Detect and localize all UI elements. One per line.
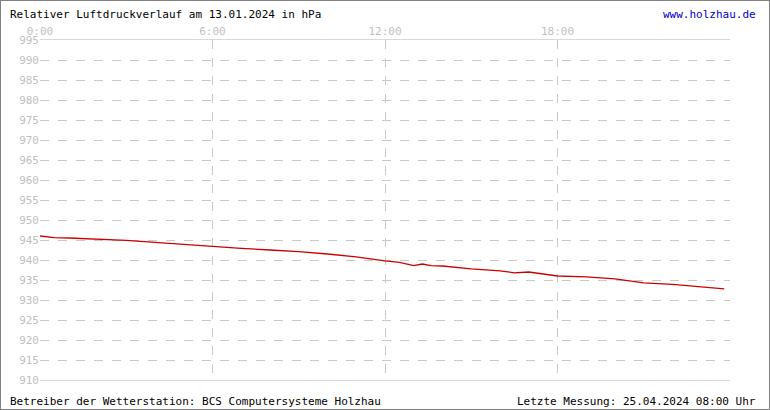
svg-text:965: 965 [19,154,39,167]
svg-text:Relativer Luftdruckverlauf am: Relativer Luftdruckverlauf am 13.01.2024… [10,8,321,21]
svg-text:995: 995 [19,34,39,47]
svg-text:960: 960 [19,174,39,187]
svg-text:6:00: 6:00 [199,25,226,38]
svg-text:970: 970 [19,134,39,147]
svg-text:930: 930 [19,294,39,307]
svg-text:990: 990 [19,54,39,67]
svg-text:12:00: 12:00 [368,25,401,38]
svg-text:935: 935 [19,274,39,287]
svg-text:18:00: 18:00 [541,25,574,38]
svg-text:910: 910 [19,374,39,387]
svg-text:920: 920 [19,334,39,347]
svg-text:950: 950 [19,214,39,227]
svg-text:www.holzhau.de: www.holzhau.de [663,8,756,21]
svg-text:Betreiber der Wetterstation: B: Betreiber der Wetterstation: BCS Compute… [10,395,381,408]
svg-text:975: 975 [19,114,39,127]
svg-text:985: 985 [19,74,39,87]
svg-text:955: 955 [19,194,39,207]
svg-text:945: 945 [19,234,39,247]
svg-text:980: 980 [19,94,39,107]
svg-text:Letzte Messung: 25.04.2024 08:: Letzte Messung: 25.04.2024 08:00 Uhr [517,395,756,408]
svg-text:0:00: 0:00 [27,25,54,38]
svg-text:940: 940 [19,254,39,267]
svg-text:925: 925 [19,314,39,327]
svg-text:915: 915 [19,354,39,367]
